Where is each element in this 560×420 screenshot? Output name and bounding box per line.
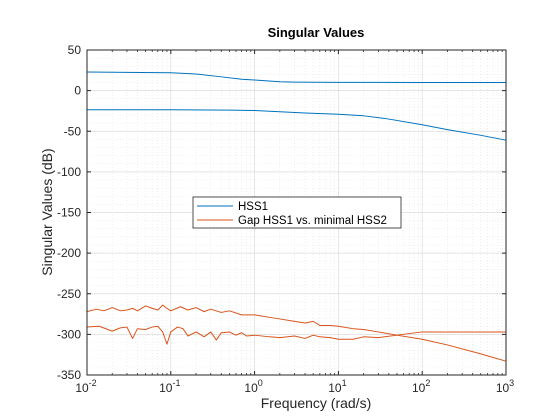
x-tick-labels: 10-2 10-1 100 101 102 103 (75, 378, 514, 395)
x-tick-label: 10-1 (159, 378, 180, 395)
tick-marks (86, 49, 507, 376)
series-0-curve-1 (87, 109, 507, 141)
y-tick-labels: 50 0 -50 -100 -150 -200 -250 -300 -350 (57, 43, 81, 382)
chart-title: Singular Values (268, 25, 365, 40)
x-tick-label: 103 (496, 378, 514, 395)
x-axis-label: Frequency (rad/s) (261, 395, 371, 411)
y-axis-label: Singular Values (dB) (39, 148, 55, 275)
series-1-curve-0 (86, 304, 507, 362)
y-tick-label: -250 (57, 287, 81, 301)
plot-curves (86, 71, 507, 362)
legend-label-hss1: HSS1 (238, 201, 268, 213)
x-tick-label: 101 (328, 378, 346, 395)
x-tick-label: 102 (412, 378, 430, 395)
legend-label-gap: Gap HSS1 vs. minimal HSS2 (238, 215, 387, 227)
y-tick-label: -300 (57, 327, 81, 341)
y-tick-label: -150 (57, 206, 81, 220)
series-1-curve-1 (86, 325, 506, 345)
x-tick-label: 10-2 (75, 378, 96, 395)
y-tick-label: 50 (68, 43, 82, 57)
legend-box (192, 196, 402, 229)
series-0-curve-0 (86, 71, 506, 83)
y-tick-label: 0 (74, 84, 81, 98)
y-tick-label: -200 (57, 246, 81, 260)
y-tick-label: -50 (64, 124, 82, 138)
y-tick-label: -350 (57, 368, 81, 382)
y-tick-label: -100 (57, 165, 81, 179)
grid (86, 49, 507, 376)
legend: HSS1 Gap HSS1 vs. minimal HSS2 (192, 196, 402, 229)
x-tick-label: 100 (244, 378, 262, 395)
